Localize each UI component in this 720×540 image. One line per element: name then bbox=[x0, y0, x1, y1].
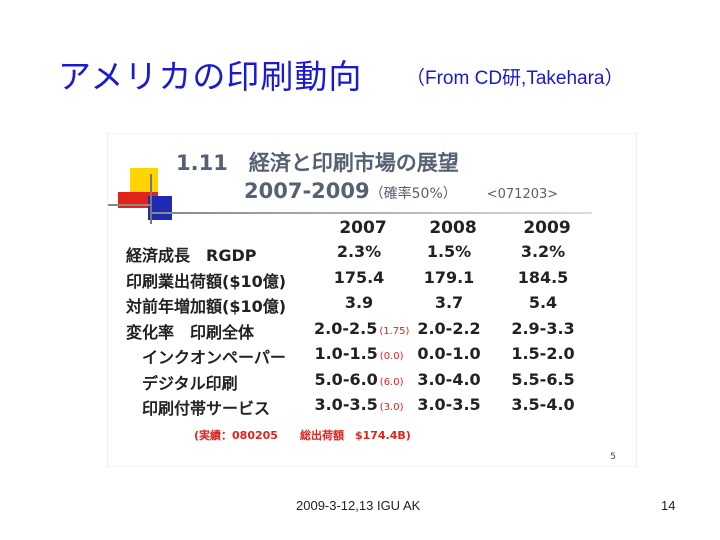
divider-line-vertical bbox=[150, 174, 152, 224]
column-header-2008: 2008 bbox=[429, 218, 477, 238]
row-label: 経済成長 RGDP bbox=[126, 246, 257, 265]
table-cell: 3.0-4.0 bbox=[417, 369, 481, 389]
row-label: デジタル印刷 bbox=[126, 373, 238, 393]
table-cell: 3.0-3.5 bbox=[417, 395, 481, 414]
table-cell: 2.0-2.5 (1.75) bbox=[314, 318, 410, 338]
inner-page-number: 5 bbox=[610, 452, 616, 462]
table-row: インクオンペーパー 1.0-1.5 (0.0) 0.0-1.0 1.5-2.0 bbox=[126, 344, 636, 370]
table-cell: 1.0-1.5 (0.0) bbox=[314, 344, 404, 363]
actual-value-note: (3.0) bbox=[379, 402, 404, 413]
table-cell: 179.1 bbox=[423, 267, 475, 287]
slide-footer: 2009-3-12,13 IGU AK bbox=[296, 498, 421, 513]
column-header-2007: 2007 bbox=[339, 218, 387, 238]
row-label: 対前年増加額($10億) bbox=[126, 297, 287, 316]
table-cell: 1.5% bbox=[426, 242, 472, 261]
probability-note: （確率50%） bbox=[369, 186, 457, 202]
period-range: 2007-2009 bbox=[244, 179, 370, 203]
table-cell: 184.5 bbox=[517, 267, 569, 287]
column-header-2009: 2009 bbox=[523, 218, 571, 238]
slide-title: アメリカの印刷動向 bbox=[58, 57, 363, 96]
row-label: 印刷付帯サービス bbox=[126, 399, 271, 418]
table-cell: 2.9-3.3 bbox=[511, 318, 575, 338]
table-row: デジタル印刷 5.0-6.0 (6.0) 3.0-4.0 5.5-6.5 bbox=[126, 370, 636, 396]
table-row: 変化率 印刷全体 2.0-2.5 (1.75) 2.0-2.2 2.9-3.3 bbox=[126, 319, 636, 345]
table-cell: 3.0-3.5 (3.0) bbox=[314, 395, 404, 414]
actual-value-note: (6.0) bbox=[379, 376, 404, 388]
actual-value-note: (1.75) bbox=[379, 325, 410, 337]
table-row: 対前年増加額($10億) 3.9 3.7 5.4 bbox=[126, 293, 636, 319]
table-cell: 3.9 bbox=[344, 293, 374, 312]
divider-line bbox=[108, 204, 152, 206]
inner-heading: 1.11 経済と印刷市場の展望 bbox=[176, 151, 459, 175]
blue-block bbox=[148, 196, 172, 220]
heading-rule bbox=[152, 212, 592, 214]
document-code: <071203> bbox=[486, 187, 559, 202]
table-row: 印刷業出荷額($10億) 175.4 179.1 184.5 bbox=[126, 268, 636, 294]
table-cell: 0.0-1.0 bbox=[417, 344, 481, 363]
table-cell: 2.0-2.2 bbox=[417, 318, 481, 338]
actual-value-note: (0.0) bbox=[379, 351, 404, 362]
table-row: 印刷付帯サービス 3.0-3.5 (3.0) 3.0-3.5 3.5-4.0 bbox=[126, 395, 636, 421]
decorative-color-blocks bbox=[108, 134, 188, 224]
table-cell: 3.2% bbox=[520, 242, 566, 261]
row-label: インクオンペーパー bbox=[126, 348, 286, 367]
actual-results-footnote: (実績：080205 総出荷額 $174.4B) bbox=[194, 429, 411, 442]
table-cell: 2.3% bbox=[336, 242, 382, 261]
inner-heading-period: 2007-2009（確率50%） <071203> bbox=[244, 179, 558, 203]
table-cell: 3.7 bbox=[434, 293, 464, 312]
table-cell: 3.5-4.0 bbox=[511, 395, 575, 414]
slide-subtitle: （From CD研,Takehara） bbox=[406, 68, 624, 89]
table-cell: 5.4 bbox=[528, 293, 558, 312]
table-cell: 5.0-6.0 (6.0) bbox=[314, 369, 404, 389]
table-cell: 1.5-2.0 bbox=[511, 344, 575, 363]
table-cell: 5.5-6.5 bbox=[511, 369, 575, 389]
row-label: 変化率 印刷全体 bbox=[126, 322, 255, 342]
row-label: 印刷業出荷額($10億) bbox=[126, 271, 287, 291]
table-row: 経済成長 RGDP 2.3% 1.5% 3.2% bbox=[126, 242, 636, 268]
table-cell: 175.4 bbox=[333, 267, 385, 287]
page-number: 14 bbox=[661, 498, 676, 513]
embedded-slide-image: 1.11 経済と印刷市場の展望 2007-2009（確率50%） <071203>… bbox=[108, 134, 636, 466]
